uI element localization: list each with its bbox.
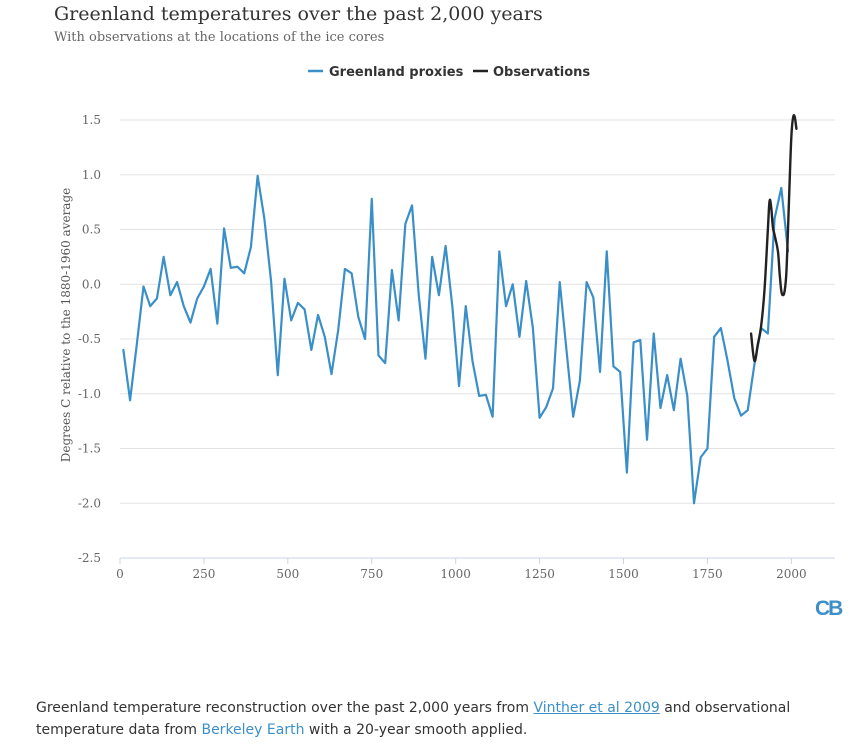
y-axis-label: Degrees C relative to the 1880-1960 aver…: [59, 188, 73, 462]
x-tick-label: 1250: [524, 567, 555, 581]
y-tick-label: 1.5: [82, 113, 101, 127]
legend-proxies-label[interactable]: Greenland proxies: [329, 65, 464, 80]
plot-area: [122, 113, 798, 505]
y-tick-label: -2.5: [78, 551, 101, 565]
y-tick-label: -1.0: [78, 387, 101, 401]
x-tick-label: 0: [116, 567, 124, 581]
chart-title: Greenland temperatures over the past 2,0…: [54, 3, 543, 25]
y-tick-label: -1.5: [78, 442, 101, 456]
caption-text-3: with a 20-year smooth applied.: [304, 722, 528, 738]
x-tick-label: 250: [192, 567, 215, 581]
chart-subtitle: With observations at the locations of th…: [54, 30, 385, 45]
caption: Greenland temperature reconstruction ove…: [36, 697, 846, 741]
x-tick-label: 1500: [608, 567, 639, 581]
y-tick-label: -0.5: [78, 332, 101, 346]
x-tick-label: 500: [276, 567, 299, 581]
x-tick-label: 1000: [440, 567, 471, 581]
caption-text-2: and observational temperature data from: [36, 700, 791, 738]
series-line-observations: [749, 113, 798, 363]
x-tick-label: 2000: [776, 567, 807, 581]
y-tick-label: -2.0: [78, 496, 101, 510]
berkeley-earth-link[interactable]: Berkeley Earth: [201, 722, 305, 738]
gridlines: [120, 119, 835, 504]
carbon-brief-logo: CB: [815, 597, 843, 620]
caption-text-1: Greenland temperature reconstruction ove…: [36, 700, 534, 716]
chart: Greenland proxies Observations 1.5 1.0 0.5…: [59, 65, 835, 581]
series-line-greenland-proxies: [122, 174, 790, 505]
vinther-link[interactable]: Vinther et al 2009: [533, 700, 660, 716]
y-tick-label: 0.0: [82, 277, 101, 291]
x-tick-label: 750: [360, 567, 383, 581]
y-tick-label: 0.5: [82, 223, 101, 237]
legend-observations-label[interactable]: Observations: [493, 65, 590, 80]
x-tick-label: 1750: [692, 567, 723, 581]
legend: Greenland proxies Observations: [308, 65, 590, 80]
x-axis: 0 250 500 750 1000 1250 1500 1750 2000: [116, 557, 835, 581]
y-axis-ticks: 1.5 1.0 0.5 0.0 -0.5 -1.0 -1.5 -2.0 -2.5: [78, 113, 101, 565]
y-tick-label: 1.0: [82, 168, 101, 182]
